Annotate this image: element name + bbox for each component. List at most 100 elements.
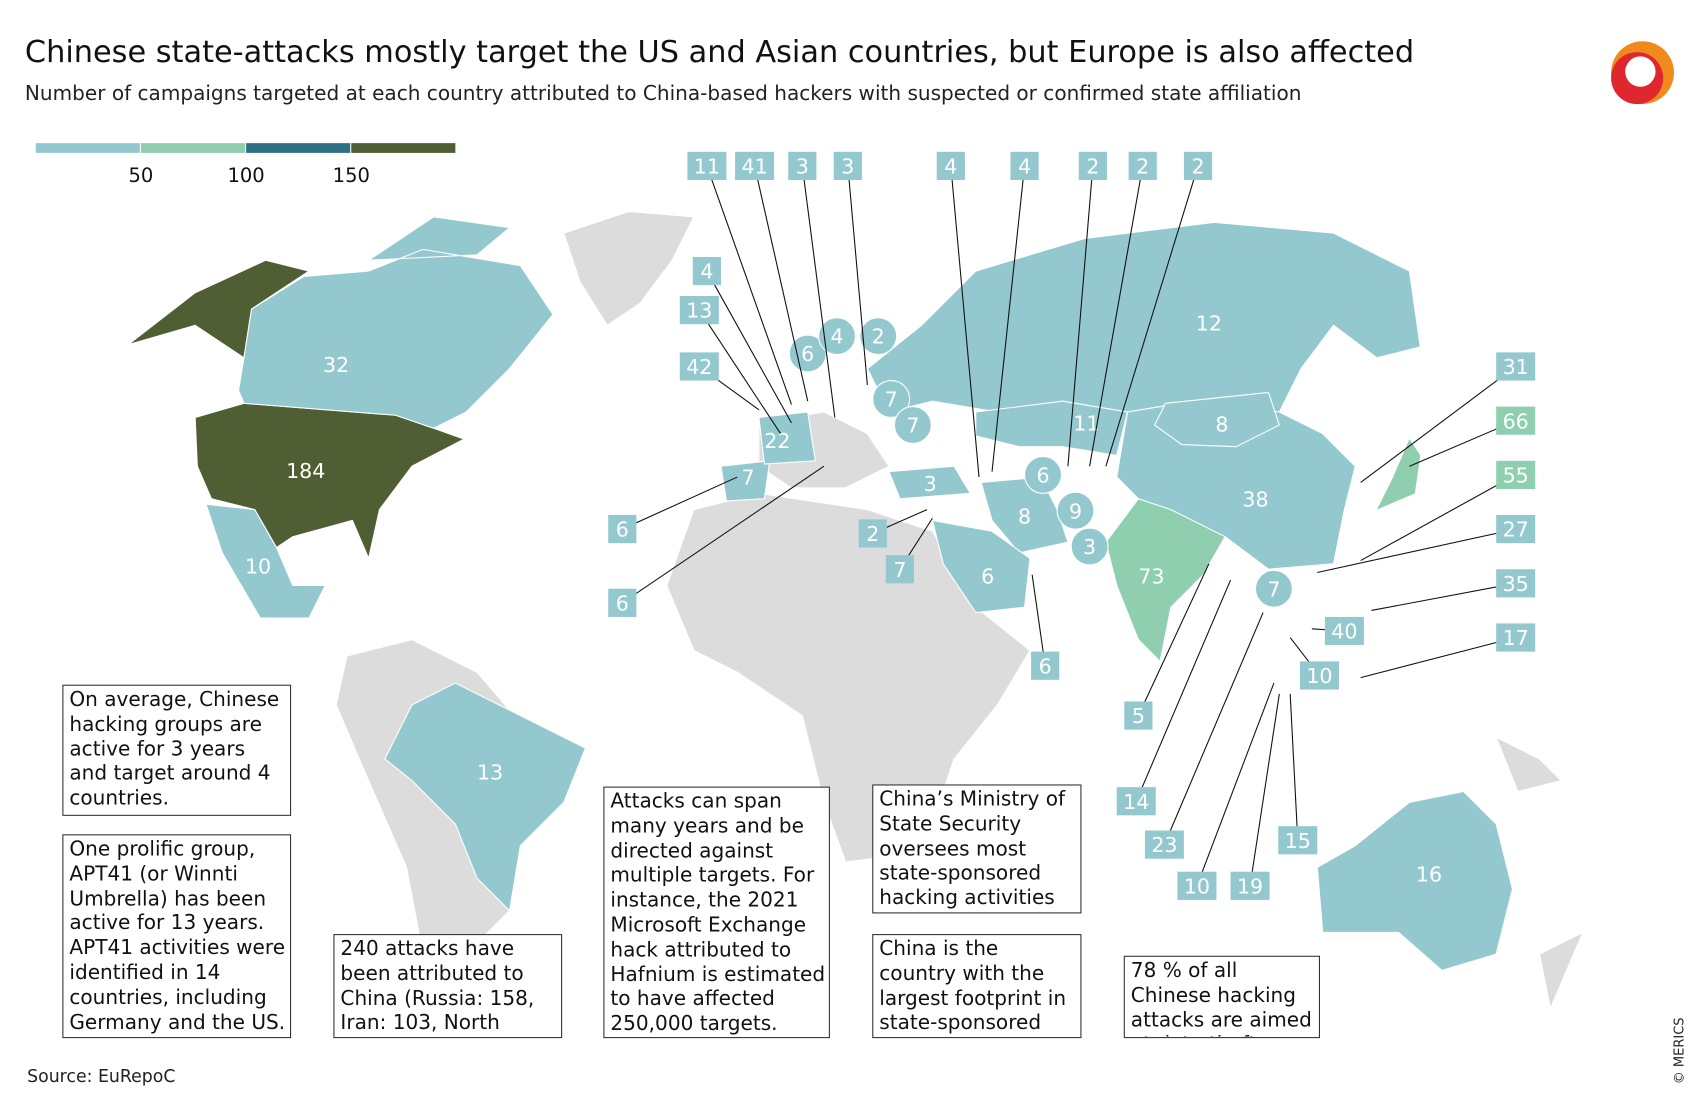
callout-value: 6 [616,591,629,615]
leader-line [1371,582,1516,611]
callout-value: 2 [1191,154,1204,178]
country-shape [1376,439,1421,510]
leader-line [1317,528,1516,574]
leader-line [622,476,738,530]
country-value: 9 [1069,499,1082,523]
note: China is the country with the largest fo… [879,938,1066,1035]
note-box [872,784,1082,914]
callout-value: 31 [1503,355,1529,379]
note: China’s Ministry of State Security overs… [879,788,1065,912]
leader-line [1067,165,1094,467]
leader-line [1289,693,1299,841]
leader-line [706,165,792,405]
note: Attacks can span many years and be direc… [610,790,826,1036]
callout-value: 4 [1018,154,1031,178]
country-value: 7 [906,414,919,438]
note-box [62,684,292,816]
callout-box [1496,623,1536,652]
callout-value: 10 [1306,664,1332,688]
country-value: 6 [801,342,814,366]
callout-box [1010,151,1039,180]
country-shape [1105,498,1226,663]
legend-swatch [140,143,246,153]
callout-value: 14 [1123,790,1149,814]
callout-box [1116,787,1156,816]
callout-box [1496,515,1536,544]
callout-box [1496,352,1536,381]
callout-box [1230,871,1270,900]
country-shape [1316,790,1513,971]
credit: © MERICS [1673,1017,1688,1084]
country-shape [818,317,856,356]
callout-box [1183,151,1213,180]
country-value: 12 [1196,312,1222,336]
country-shape [384,682,587,912]
callout-box [1324,616,1364,646]
callout-value: 3 [841,154,854,178]
note: 240 attacks have been attributed to Chin… [340,938,534,1035]
note-box [62,834,292,1039]
callout-box [936,151,965,180]
note-box [872,934,1082,1039]
leader-line [622,465,825,604]
callout-value: 6 [616,518,629,542]
callout-value: 5 [1132,704,1145,728]
callout-box [833,151,862,180]
country-value: 16 [1416,862,1442,886]
country-value: 3 [924,472,937,496]
callout-value: 2 [1136,154,1149,178]
note: On average, Chinese hacking groups are a… [69,688,279,810]
note-text: Attacks can span many years and be direc… [610,790,826,1036]
callout-value: 42 [686,355,712,379]
callout-value: 35 [1503,572,1529,596]
callout-box [1177,871,1217,900]
callout-box [679,296,719,325]
country-value: 10 [245,555,271,579]
callout-value: 7 [893,558,906,582]
leader-line [1089,165,1144,467]
leader-line [950,165,980,478]
leader-line [698,309,782,434]
note-box [1123,955,1320,1039]
note-box [333,934,563,1039]
leader-line [1137,563,1210,716]
country-shape [859,317,898,356]
callout-box [858,519,887,548]
leader-line [991,165,1026,472]
source: Source: EuRepoC [27,1067,175,1087]
country-shape [758,411,816,465]
callout-box [1278,826,1318,855]
callout-box [692,256,721,286]
country-value: 7 [1267,577,1280,601]
note: One prolific group, APT41 (or Winnti Umb… [69,838,286,1034]
leader-line [1163,612,1264,845]
callout-box [687,151,727,180]
country-value: 8 [1215,413,1228,437]
callout-box [1496,406,1536,435]
note: 78 % of all Chinese hacking attacks are … [1131,960,1312,1037]
country-value: 6 [981,564,994,588]
callout-box [608,588,637,617]
callout-value: 3 [796,154,809,178]
callout-box [1299,661,1339,690]
callout-value: 11 [694,154,720,178]
callout-box [1128,151,1157,180]
country-shape [1070,527,1109,566]
legend-tick-label: 150 [333,164,370,187]
callout-box [679,352,719,381]
callout-value: 4 [700,260,713,284]
leader-line [1360,636,1516,679]
callout-box [788,151,817,180]
country-shape [1254,569,1293,608]
callout-value: 41 [741,154,767,178]
note-text: One prolific group, APT41 (or Winnti Umb… [69,838,286,1034]
callout-box [1031,651,1060,680]
callout-value: 2 [1086,154,1099,178]
country-value: 32 [323,353,349,377]
callout-box [1078,151,1107,180]
legend-swatch [35,143,140,153]
callout-value: 66 [1503,409,1529,433]
callout-box [1496,569,1536,598]
country-value: 73 [1138,564,1164,588]
callout-value: 27 [1503,518,1529,542]
